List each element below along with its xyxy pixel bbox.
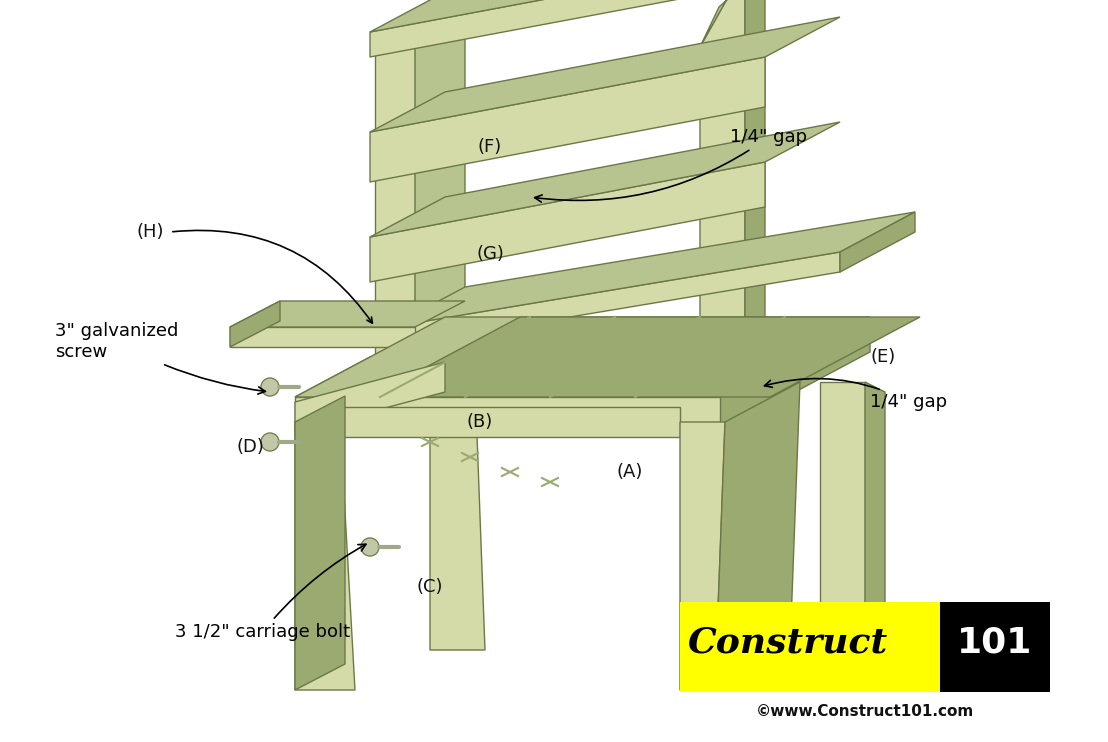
Polygon shape <box>370 17 840 132</box>
Polygon shape <box>375 47 416 402</box>
Polygon shape <box>370 317 920 397</box>
Circle shape <box>261 378 279 396</box>
Bar <box>940 602 1050 692</box>
Polygon shape <box>865 382 885 660</box>
Polygon shape <box>230 327 416 347</box>
Text: 1/4" gap: 1/4" gap <box>765 378 947 411</box>
Text: 3" galvanized
screw: 3" galvanized screw <box>55 322 266 394</box>
Polygon shape <box>430 382 485 650</box>
Polygon shape <box>745 0 765 337</box>
Polygon shape <box>715 382 800 690</box>
Text: (A): (A) <box>617 463 643 481</box>
Text: (B): (B) <box>466 413 493 431</box>
Polygon shape <box>680 422 725 690</box>
Polygon shape <box>390 212 915 327</box>
Polygon shape <box>295 422 355 690</box>
Text: (E): (E) <box>870 348 895 366</box>
Polygon shape <box>700 0 765 47</box>
Polygon shape <box>370 162 765 282</box>
Circle shape <box>261 433 279 451</box>
Text: 3 1/2" carriage bolt: 3 1/2" carriage bolt <box>175 544 366 641</box>
Polygon shape <box>700 0 745 402</box>
Polygon shape <box>820 382 865 650</box>
Polygon shape <box>295 362 445 432</box>
Polygon shape <box>340 407 680 437</box>
Polygon shape <box>416 21 465 402</box>
Polygon shape <box>295 357 796 397</box>
Polygon shape <box>230 301 465 327</box>
Circle shape <box>361 538 379 556</box>
Text: (F): (F) <box>478 138 502 156</box>
Polygon shape <box>295 397 720 432</box>
Bar <box>680 602 1050 692</box>
Text: (H): (H) <box>136 223 164 241</box>
Text: ©www.Construct101.com: ©www.Construct101.com <box>756 704 974 719</box>
Text: 101: 101 <box>957 626 1033 660</box>
Text: Construct: Construct <box>688 626 889 660</box>
Polygon shape <box>295 396 345 690</box>
Polygon shape <box>370 0 845 32</box>
Polygon shape <box>295 317 870 397</box>
Polygon shape <box>390 252 840 347</box>
Text: (G): (G) <box>476 245 504 263</box>
Polygon shape <box>370 0 770 57</box>
Text: (C): (C) <box>417 578 443 596</box>
Polygon shape <box>370 57 765 182</box>
Polygon shape <box>230 301 280 347</box>
Polygon shape <box>370 122 840 237</box>
Text: (D): (D) <box>236 438 264 456</box>
Polygon shape <box>840 212 915 272</box>
Polygon shape <box>720 317 870 432</box>
Text: 1/4" gap: 1/4" gap <box>534 128 807 202</box>
